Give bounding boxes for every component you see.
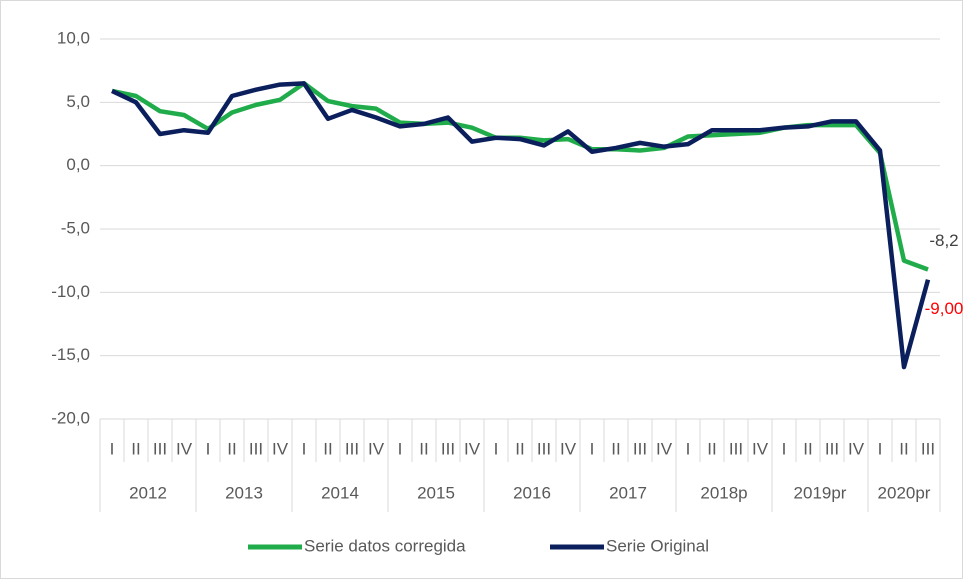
x-tick-label: I: [686, 439, 691, 458]
legend-label: Serie Original: [606, 536, 709, 555]
x-tick-label: III: [537, 439, 551, 458]
x-tick-label: IV: [464, 439, 481, 458]
y-tick-label: -15,0: [51, 345, 90, 364]
x-tick-label: III: [153, 439, 167, 458]
x-tick-label: IV: [368, 439, 385, 458]
x-group-label: 2014: [321, 483, 359, 502]
x-tick-label: II: [419, 439, 428, 458]
y-tick-label: -20,0: [51, 408, 90, 427]
x-tick-label: II: [323, 439, 332, 458]
x-tick-label: III: [921, 439, 935, 458]
x-tick-label: IV: [176, 439, 193, 458]
x-tick-label: II: [899, 439, 908, 458]
data-label: -9,00: [925, 299, 963, 318]
x-tick-label: II: [707, 439, 716, 458]
x-tick-label: III: [729, 439, 743, 458]
x-tick-label: I: [878, 439, 883, 458]
x-tick-label: I: [494, 439, 499, 458]
y-tick-label: 0,0: [66, 155, 90, 174]
x-tick-label: IV: [656, 439, 673, 458]
x-tick-label: III: [633, 439, 647, 458]
x-tick-label: I: [302, 439, 307, 458]
y-tick-label: 5,0: [66, 92, 90, 111]
x-group-label: 2018p: [700, 483, 747, 502]
x-group-label: 2016: [513, 483, 551, 502]
x-group-label: 2017: [609, 483, 647, 502]
x-tick-label: I: [398, 439, 403, 458]
x-tick-label: I: [110, 439, 115, 458]
x-tick-label: III: [345, 439, 359, 458]
x-tick-label: II: [803, 439, 812, 458]
x-tick-label: IV: [272, 439, 289, 458]
series-line: [111, 81, 931, 370]
x-tick-label: III: [441, 439, 455, 458]
x-group-label: 2013: [225, 483, 263, 502]
x-tick-label: I: [590, 439, 595, 458]
x-tick-label: IV: [752, 439, 769, 458]
x-tick-label: III: [825, 439, 839, 458]
x-tick-label: III: [249, 439, 263, 458]
y-tick-label: 10,0: [57, 28, 90, 47]
x-group-label: 2012: [129, 483, 167, 502]
x-group-label: 2019pr: [794, 483, 847, 502]
x-group-label: 2015: [417, 483, 455, 502]
y-tick-label: -5,0: [61, 218, 90, 237]
x-tick-label: II: [131, 439, 140, 458]
x-tick-label: IV: [560, 439, 577, 458]
x-group-label: 2020pr: [878, 483, 931, 502]
data-label: -8,2: [929, 231, 958, 250]
x-tick-label: II: [515, 439, 524, 458]
legend-label: Serie datos corregida: [304, 536, 466, 555]
x-tick-label: I: [782, 439, 787, 458]
x-tick-label: II: [611, 439, 620, 458]
x-tick-label: I: [206, 439, 211, 458]
y-tick-label: -10,0: [51, 282, 90, 301]
x-tick-label: IV: [848, 439, 865, 458]
x-tick-label: II: [227, 439, 236, 458]
